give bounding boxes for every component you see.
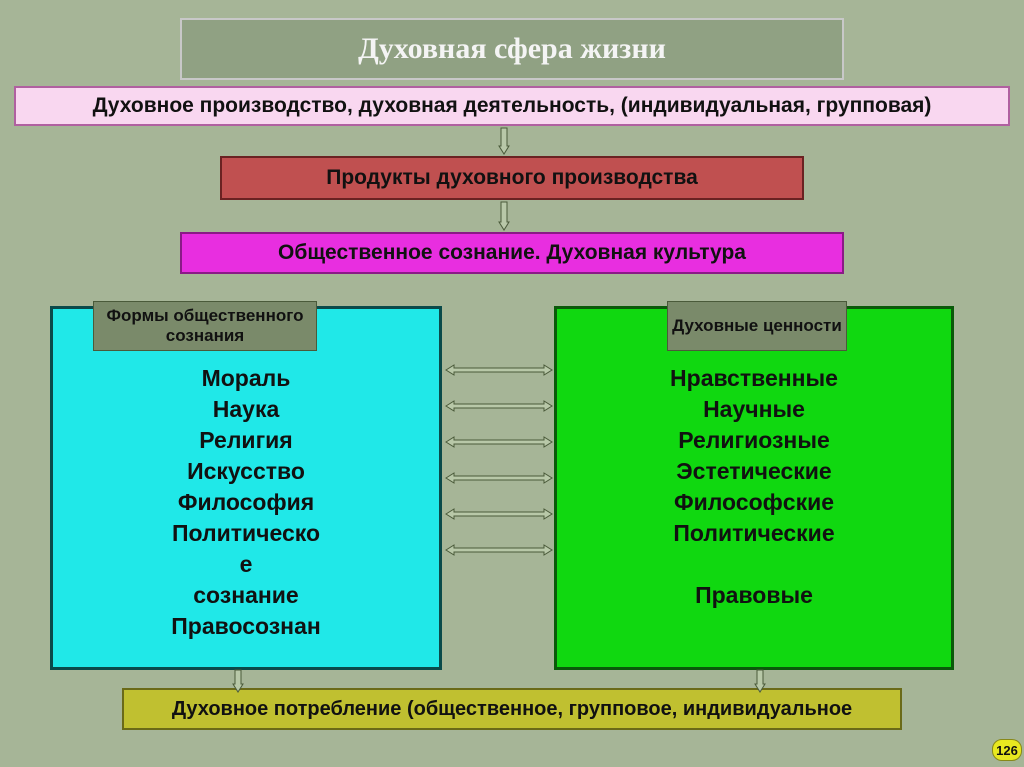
products-box: Продукты духовного производства [220, 156, 804, 200]
left-panel: Формы общественного сознания Мораль Наук… [50, 306, 442, 670]
bottom-box: Духовное потребление (общественное, груп… [122, 688, 902, 730]
page-number: 126 [992, 739, 1022, 761]
right-panel: Духовные ценности Нравственные Научные Р… [554, 306, 954, 670]
left-panel-header: Формы общественного сознания [93, 301, 317, 351]
left-panel-body: Мораль Наука Религия Искусство Философия… [53, 363, 439, 642]
consciousness-box: Общественное сознание. Духовная культура [180, 232, 844, 274]
page-title: Духовная сфера жизни [180, 18, 844, 80]
subtitle-box: Духовное производство, духовная деятельн… [14, 86, 1010, 126]
right-panel-header: Духовные ценности [667, 301, 847, 351]
right-panel-body: Нравственные Научные Религиозные Эстетич… [557, 363, 951, 611]
